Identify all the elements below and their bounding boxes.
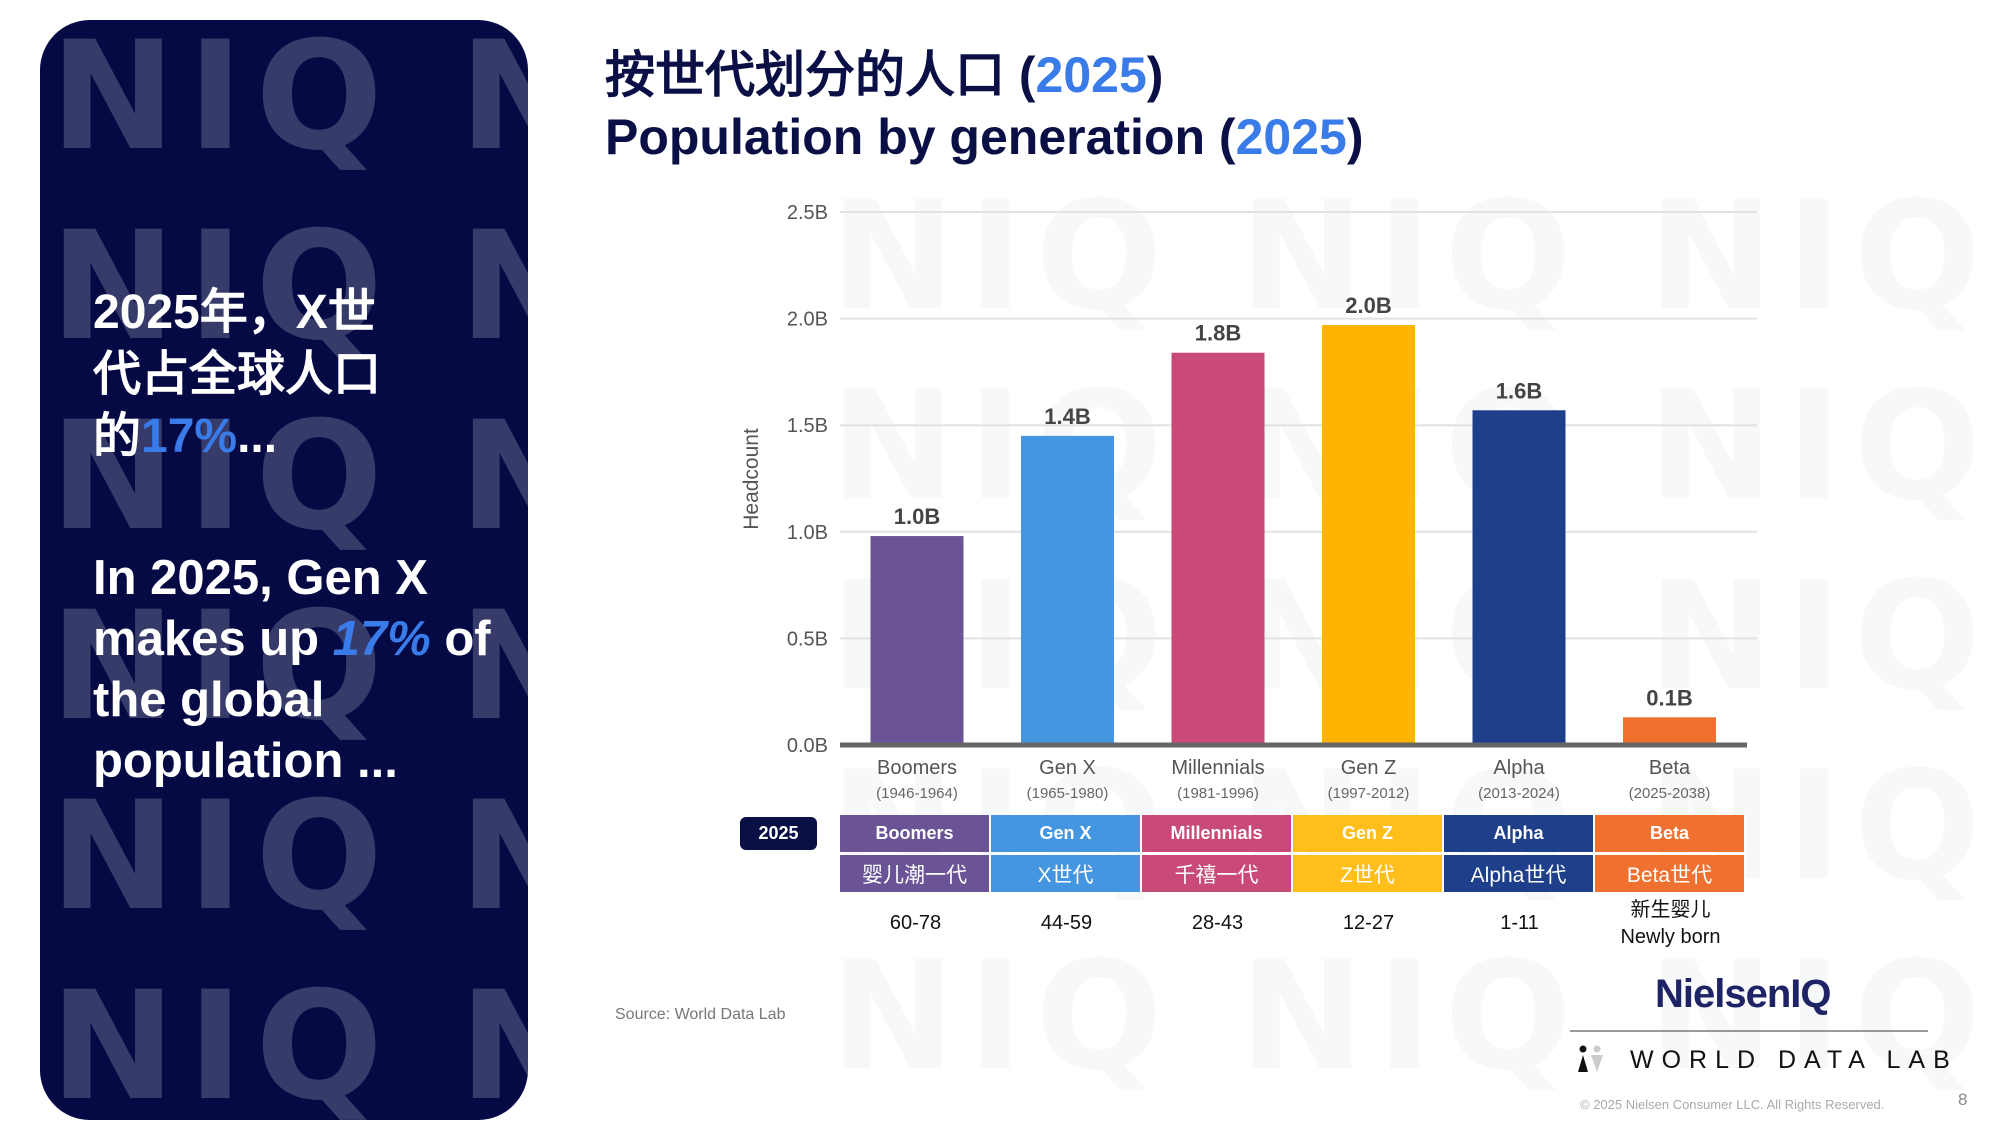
highlight-text-cn: 2025年，X世代占全球人口的17%... bbox=[93, 286, 382, 463]
age-range: 1-11 bbox=[1500, 912, 1539, 934]
x-tick-sublabel: (1965-1980) bbox=[1027, 785, 1109, 802]
age-label-en: Newly born bbox=[1620, 926, 1721, 948]
age-range: 12-27 bbox=[1342, 912, 1395, 934]
copyright: © 2025 Nielsen Consumer LLC. All Rights … bbox=[1580, 1097, 1885, 1112]
world-data-lab-icon bbox=[1578, 1045, 1603, 1072]
table-cell-en: Beta bbox=[1595, 815, 1746, 852]
y-tick-label: 0.0B bbox=[787, 735, 828, 757]
bar bbox=[1472, 410, 1566, 745]
x-tick-sublabel: (1997-2012) bbox=[1328, 785, 1410, 802]
data-label: 0.1B bbox=[1646, 685, 1692, 710]
x-tick-sublabel: (2025-2038) bbox=[1629, 785, 1711, 802]
y-tick-label: 2.0B bbox=[787, 309, 828, 331]
bar bbox=[1623, 717, 1716, 745]
bar bbox=[870, 536, 964, 745]
y-tick-label: 1.0B bbox=[787, 522, 828, 544]
y-axis-label: Headcount bbox=[740, 428, 763, 530]
table-cell-en: Alpha bbox=[1444, 815, 1595, 852]
table-cell-en: Boomers bbox=[840, 815, 991, 852]
table-cell-en: Gen Z bbox=[1293, 815, 1444, 852]
table-cell-en: Gen X bbox=[991, 815, 1142, 852]
data-label: 1.6B bbox=[1496, 378, 1542, 403]
generation-table: Boomers Gen X Millennials Gen Z Alpha Beta 婴儿… bbox=[840, 815, 1746, 895]
age-label-cn: 新生婴儿 bbox=[1630, 899, 1711, 921]
page-title: 按世代划分的人口 (2025) Population by generation… bbox=[605, 44, 1363, 168]
bar bbox=[1171, 352, 1265, 745]
table-cell-cn: 千禧一代 bbox=[1142, 855, 1293, 892]
table-cell-cn: Beta世代 bbox=[1595, 855, 1746, 892]
age-range: 新生婴儿 Newly born bbox=[1595, 897, 1746, 951]
table-cell-cn: Z世代 bbox=[1293, 855, 1444, 892]
bar bbox=[1322, 324, 1415, 745]
table-cell-cn: Alpha世代 bbox=[1444, 855, 1595, 892]
y-tick-label: 2.5B bbox=[787, 202, 828, 224]
y-tick-label: 1.5B bbox=[787, 415, 828, 437]
source-note: Source: World Data Lab bbox=[615, 1006, 786, 1023]
nielseniq-logo: NielsenIQ bbox=[1655, 972, 1832, 1016]
x-tick-label: Gen Z bbox=[1341, 757, 1397, 779]
page-number: 8 bbox=[1958, 1090, 1968, 1109]
logo-divider bbox=[1570, 1030, 1928, 1032]
data-label: 1.8B bbox=[1195, 321, 1241, 346]
x-tick-label: Alpha bbox=[1493, 757, 1545, 779]
y-tick-label: 0.5B bbox=[787, 628, 828, 650]
x-tick-label: Beta bbox=[1649, 757, 1691, 779]
table-cell-cn: X世代 bbox=[991, 855, 1142, 892]
data-label: 1.4B bbox=[1044, 404, 1090, 429]
x-tick-sublabel: (1946-1964) bbox=[876, 785, 958, 802]
table-cell-en: Millennials bbox=[1142, 815, 1293, 852]
data-label: 1.0B bbox=[894, 504, 940, 529]
x-tick-label: Boomers bbox=[877, 757, 957, 779]
age-range: 60-78 bbox=[889, 912, 942, 934]
data-label: 2.0B bbox=[1345, 293, 1391, 318]
title-cn: 按世代划分的人口 (2025) bbox=[605, 47, 1164, 103]
bar bbox=[1021, 435, 1114, 745]
table-cell-cn: 婴儿潮一代 bbox=[840, 855, 991, 892]
world-data-lab-logo: WORLD DATA LAB bbox=[1630, 1046, 1958, 1074]
age-range: 28-43 bbox=[1191, 912, 1244, 934]
x-tick-sublabel: (1981-1996) bbox=[1177, 785, 1259, 802]
year-badge: 2025 bbox=[740, 817, 817, 850]
x-tick-label: Millennials bbox=[1171, 757, 1264, 779]
x-tick-label: Gen X bbox=[1039, 757, 1096, 779]
highlight-text-en: In 2025, Gen X makes up 17% of the globa… bbox=[93, 551, 491, 788]
x-tick-sublabel: (2013-2024) bbox=[1478, 785, 1560, 802]
title-en: Population by generation (2025) bbox=[605, 109, 1364, 165]
age-range: 44-59 bbox=[1040, 912, 1093, 934]
